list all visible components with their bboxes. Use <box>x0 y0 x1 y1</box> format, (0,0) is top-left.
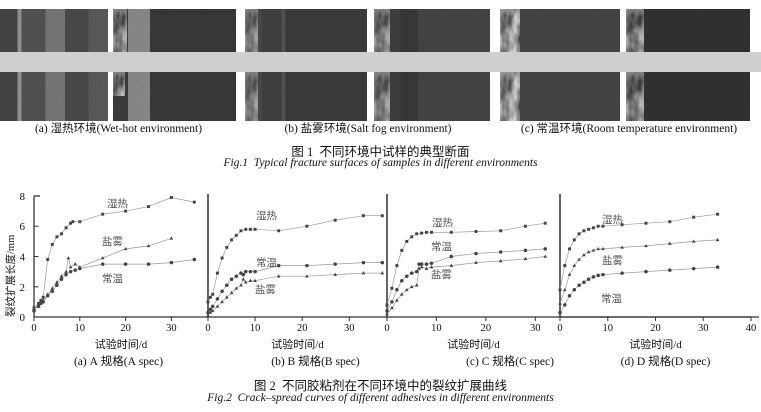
svg-text:40: 40 <box>746 323 757 334</box>
svg-text:0: 0 <box>205 323 210 334</box>
svg-text:6: 6 <box>20 221 26 233</box>
svg-text:20: 20 <box>297 323 308 334</box>
svg-text:10: 10 <box>431 323 442 334</box>
svg-text:20: 20 <box>650 323 661 334</box>
svg-text:30: 30 <box>344 323 355 334</box>
svg-text:0: 0 <box>557 323 562 334</box>
svg-text:0: 0 <box>31 323 36 334</box>
svg-text:8: 8 <box>20 191 26 203</box>
svg-text:10: 10 <box>75 323 86 334</box>
svg-text:30: 30 <box>698 323 709 334</box>
svg-text:10: 10 <box>603 323 614 334</box>
svg-text:0: 0 <box>20 312 26 324</box>
svg-text:4: 4 <box>20 252 26 264</box>
svg-text:30: 30 <box>166 323 177 334</box>
svg-text:10: 10 <box>250 323 261 334</box>
svg-text:20: 20 <box>481 323 492 334</box>
svg-text:2: 2 <box>20 282 26 294</box>
svg-text:0: 0 <box>384 323 389 334</box>
svg-text:30: 30 <box>530 323 541 334</box>
svg-text:20: 20 <box>120 323 131 334</box>
